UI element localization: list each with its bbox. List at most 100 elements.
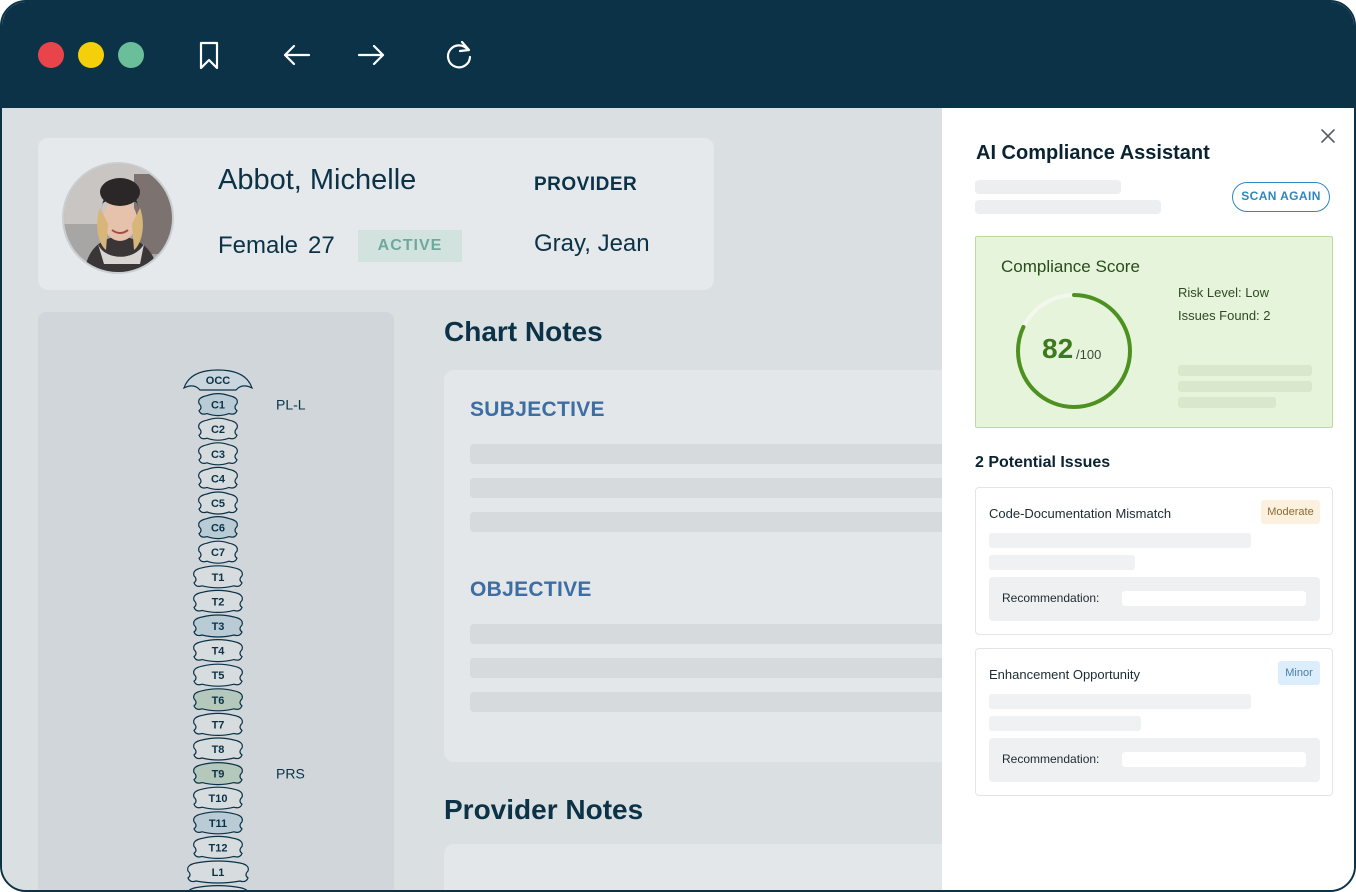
provider-name: Gray, Jean (534, 230, 650, 257)
vertebra-label: C5 (211, 498, 225, 510)
spine-annotation: PL-L (276, 397, 306, 413)
vertebra-t1[interactable]: T1 (193, 565, 243, 589)
issues-title: 2 Potential Issues (975, 454, 1111, 471)
text-placeholder (975, 200, 1161, 214)
spine-diagram-panel: OCC C1 C2 C3 C4 C5 C6 C7 T1 T2 T3 T4 T5 T6 T7 T8 T9 T10 T1… (38, 312, 394, 892)
vertebra-l1[interactable]: L1 (187, 860, 249, 884)
text-placeholder (1178, 365, 1312, 376)
subjective-heading: SUBJECTIVE (470, 398, 605, 421)
refresh-icon[interactable] (442, 38, 476, 72)
vertebra-t6[interactable]: T6 (193, 688, 243, 712)
vertebra-shape (187, 860, 249, 884)
compliance-assistant-panel: AI Compliance Assistant SCAN AGAIN Compl… (942, 108, 1354, 890)
close-icon[interactable] (1318, 126, 1338, 146)
vertebra-label: C3 (211, 449, 225, 461)
vertebra-shape (198, 516, 238, 540)
compliance-score-card: Compliance Score 82 /100 Risk Level: Low… (975, 236, 1333, 428)
vertebra-label: C2 (211, 424, 225, 436)
vertebra-label: C1 (211, 400, 225, 412)
vertebra-c5[interactable]: C5 (198, 491, 238, 515)
vertebra-shape (193, 835, 243, 859)
vertebra-shape (182, 369, 254, 391)
vertebra-t12[interactable]: T12 (193, 835, 243, 859)
vertebra-c2[interactable]: C2 (198, 417, 238, 441)
text-placeholder (989, 533, 1251, 548)
vertebra-c4[interactable]: C4 (198, 466, 238, 490)
vertebra-c1[interactable]: C1 (198, 393, 238, 417)
vertebra-t11[interactable]: T11 (193, 811, 243, 835)
provider-notes-title: Provider Notes (444, 794, 644, 825)
arrow-left-icon[interactable] (280, 38, 314, 72)
vertebra-shape (193, 762, 243, 786)
vertebra-shape (193, 811, 243, 835)
patient-name: Abbot, Michelle (218, 164, 417, 196)
vertebra-shape (198, 491, 238, 515)
vertebra-t10[interactable]: T10 (193, 786, 243, 810)
text-placeholder (470, 624, 964, 644)
text-placeholder (989, 555, 1135, 570)
text-placeholder (470, 478, 964, 498)
spine-diagram: OCC C1 C2 C3 C4 C5 C6 C7 T1 T2 T3 T4 T5 T6 T7 T8 T9 T10 T1… (182, 369, 306, 892)
severity-badge: Moderate (1261, 500, 1320, 524)
recommendation-label: Recommendation: (1002, 591, 1100, 605)
vertebra-c6[interactable]: C6 (198, 516, 238, 540)
vertebra-label: T3 (212, 621, 225, 633)
vertebra-l2[interactable]: L2 (188, 885, 249, 892)
status-badge: ACTIVE (358, 230, 462, 262)
minimize-window-dot[interactable] (78, 42, 104, 68)
score-value: 82 (1042, 333, 1074, 364)
issue-card[interactable]: Code-Documentation Mismatch Moderate Rec… (975, 487, 1333, 635)
close-window-dot[interactable] (38, 42, 64, 68)
vertebra-label: T4 (212, 646, 226, 658)
vertebra-t3[interactable]: T3 (193, 614, 243, 638)
vertebra-t4[interactable]: T4 (193, 639, 243, 663)
vertebra-shape (193, 589, 243, 613)
severity-badge: Minor (1278, 661, 1320, 685)
score-title: Compliance Score (1001, 257, 1140, 276)
recommendation-label: Recommendation: (1002, 752, 1100, 766)
patient-age: 27 (308, 232, 335, 259)
objective-heading: OBJECTIVE (470, 578, 592, 601)
text-placeholder (470, 658, 964, 678)
vertebra-shape (193, 614, 243, 638)
vertebra-t8[interactable]: T8 (193, 737, 243, 761)
vertebra-label: T1 (212, 572, 225, 584)
text-placeholder (470, 692, 964, 712)
vertebra-t5[interactable]: T5 (193, 663, 243, 687)
vertebra-c7[interactable]: C7 (198, 540, 238, 564)
browser-toolbar (2, 2, 1354, 108)
vertebra-label: T6 (212, 695, 225, 707)
scan-again-button[interactable]: SCAN AGAIN (1232, 182, 1330, 212)
text-placeholder (470, 512, 964, 532)
issue-card[interactable]: Enhancement Opportunity Minor Recommenda… (975, 648, 1333, 796)
text-placeholder (470, 444, 964, 464)
text-placeholder (975, 180, 1121, 194)
recommendation-field (1122, 591, 1306, 606)
score-gauge (1016, 293, 1132, 409)
provider-notes-card (444, 844, 964, 890)
issues-found: Issues Found: 2 (1178, 308, 1271, 323)
maximize-window-dot[interactable] (118, 42, 144, 68)
vertebra-label: T9 (212, 769, 225, 781)
vertebra-t9[interactable]: T9 (193, 762, 243, 786)
recommendation-box: Recommendation: (989, 577, 1320, 621)
issue-name: Enhancement Opportunity (989, 667, 1141, 682)
bookmark-icon[interactable] (192, 38, 226, 72)
vertebra-label: OCC (206, 375, 231, 387)
vertebra-shape (198, 417, 238, 441)
vertebra-label: T11 (209, 818, 227, 830)
arrow-right-icon[interactable] (354, 38, 388, 72)
vertebra-label: T2 (212, 596, 225, 608)
issue-name: Code-Documentation Mismatch (989, 506, 1172, 521)
vertebra-shape (193, 688, 243, 712)
vertebra-c3[interactable]: C3 (198, 442, 238, 466)
recommendation-box: Recommendation: (989, 738, 1320, 782)
vertebra-label: T7 (212, 719, 225, 731)
patient-card: Abbot, Michelle Female 27 ACTIVE PROVIDE… (38, 138, 714, 290)
vertebra-occ[interactable]: OCC (182, 369, 254, 391)
vertebra-t2[interactable]: T2 (193, 589, 243, 613)
vertebra-shape (188, 885, 248, 890)
vertebra-label: T8 (212, 744, 225, 756)
vertebra-t7[interactable]: T7 (193, 712, 243, 736)
